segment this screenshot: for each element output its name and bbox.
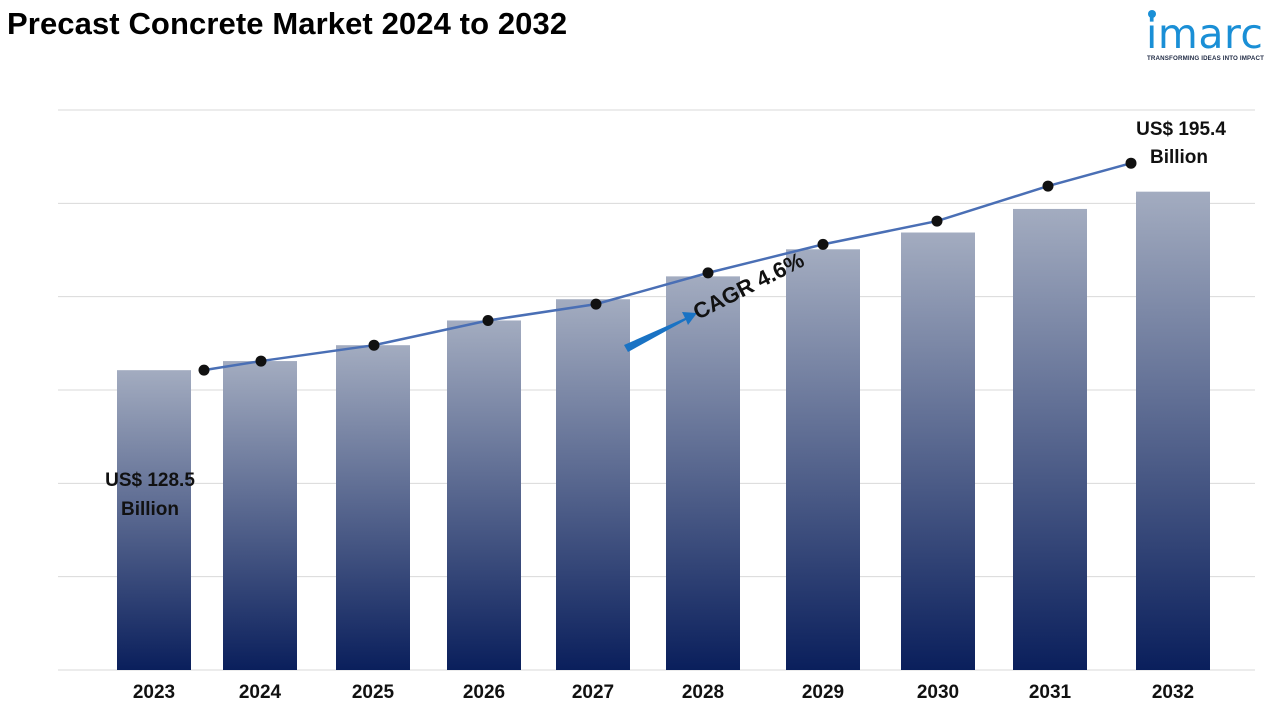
x-tick-label: 2024 [239,682,282,703]
trend-point-2024 [255,355,267,367]
bar-2032 [1136,191,1210,670]
bar-2027 [556,299,630,670]
bar-2031 [1013,208,1087,670]
x-tick-label: 2028 [682,682,724,703]
imarc-logo: imarc TRANSFORMING IDEAS INTO IMPACT [1146,8,1274,66]
x-tick-label: 2025 [352,682,395,703]
bar-2023 [117,370,191,670]
x-tick-label: 2030 [917,682,959,703]
trend-point-2023 [198,364,210,376]
trend-point-2029 [817,238,829,250]
start-unit-label: Billion [121,499,179,520]
trend-point-2031 [1042,180,1054,192]
x-tick-label: 2029 [802,682,844,703]
trend-line [203,161,1132,372]
bar-2025 [336,345,410,670]
axis-labels: 2023 2024 2025 2026 2027 2028 2029 2030 2031 2032 [133,682,1194,703]
x-tick-label: 2026 [463,682,505,703]
bars [117,191,1210,671]
trend-point-2026 [482,314,494,326]
x-tick-label: 2027 [572,682,614,703]
logo-wordmark: imarc [1146,10,1264,58]
trend-point-2025 [368,339,380,351]
bar-2029 [786,249,860,671]
end-value-label: US$ 195.4 [1136,119,1226,140]
trend-line-group [198,157,1137,376]
bar-2030 [901,232,975,670]
page-title: Precast Concrete Market 2024 to 2032 [7,6,568,41]
bar-2028 [666,276,740,670]
x-tick-label: 2031 [1029,682,1072,703]
logo-dot-icon [1148,10,1156,18]
cagr-arrow-icon [624,312,697,352]
end-unit-label: Billion [1150,147,1208,168]
bar-2026 [447,320,521,670]
trend-point-2027 [590,298,602,310]
trend-point-2030 [931,215,943,227]
x-tick-label: 2023 [133,682,175,703]
trend-point-2032 [1125,157,1137,169]
bar-2024 [223,361,297,670]
x-tick-label: 2032 [1152,682,1194,703]
logo-tagline: TRANSFORMING IDEAS INTO IMPACT [1147,55,1265,62]
start-value-label: US$ 128.5 [105,470,195,491]
trend-point-2028 [702,267,714,279]
